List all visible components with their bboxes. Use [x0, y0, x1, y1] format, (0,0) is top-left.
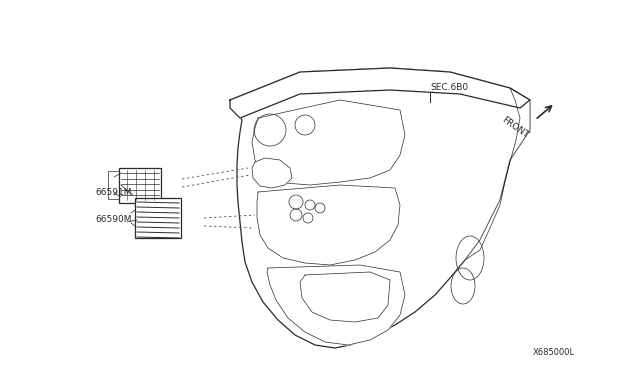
Polygon shape: [230, 68, 530, 118]
Polygon shape: [257, 185, 400, 265]
Polygon shape: [252, 158, 292, 188]
Bar: [108, 171, 122, 199]
Text: 66590M: 66590M: [95, 215, 131, 224]
Text: SEC.6B0: SEC.6B0: [430, 83, 468, 92]
Polygon shape: [230, 68, 530, 348]
Polygon shape: [465, 88, 530, 260]
Text: 66591M: 66591M: [95, 188, 131, 197]
Bar: [119, 168, 161, 203]
Polygon shape: [300, 272, 390, 322]
Text: X685000L: X685000L: [533, 348, 575, 357]
Polygon shape: [252, 100, 405, 185]
Bar: [135, 198, 181, 238]
Text: FRONT: FRONT: [500, 116, 530, 141]
Polygon shape: [267, 265, 405, 345]
